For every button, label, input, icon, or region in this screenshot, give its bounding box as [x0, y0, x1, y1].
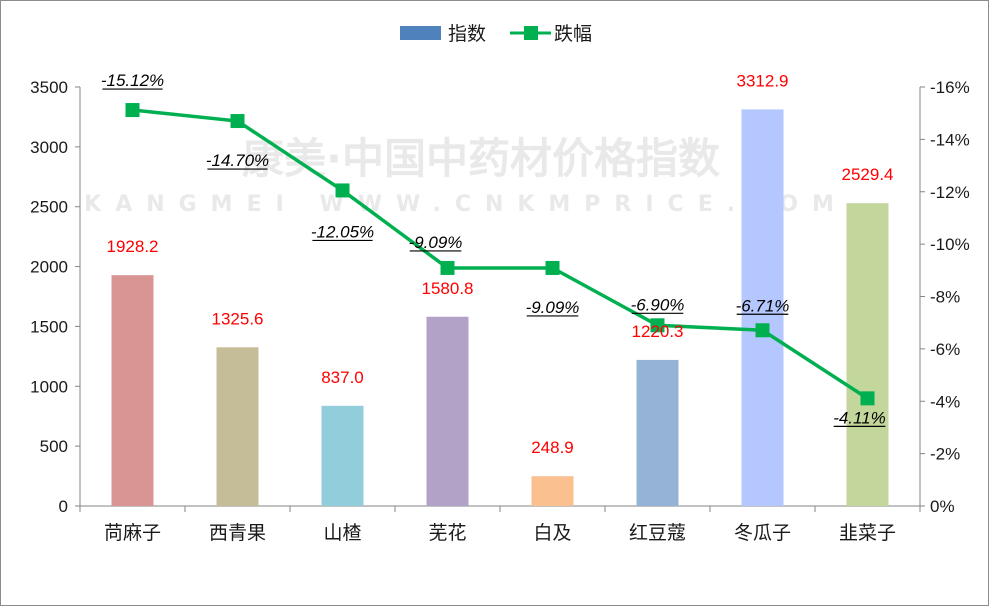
watermark: 康美·中国中药材价格指数 KANGMEI WWW.CNKMPRICE.COM: [84, 134, 848, 217]
line-marker: [335, 183, 350, 198]
y-left-tick-label: 500: [40, 437, 68, 456]
line-marker: [545, 260, 560, 275]
line-marker: [860, 391, 875, 406]
bar-value-label: 3312.9: [737, 71, 789, 90]
legend-swatch-marker: [524, 26, 538, 40]
watermark-url: KANGMEI WWW.CNKMPRICE.COM: [84, 192, 848, 217]
x-tick-label: 苘麻子: [104, 522, 161, 544]
bar-value-label: 1220.3: [632, 322, 684, 341]
x-tick-label: 西青果: [209, 522, 266, 544]
y-right-tick-label: -12%: [930, 183, 970, 202]
y-right-tick-label: -4%: [930, 392, 960, 411]
line-path: [132, 108, 869, 400]
bar: [111, 275, 154, 506]
bar: [216, 347, 259, 506]
bar-value-label: 837.0: [321, 368, 364, 387]
line-marker: [230, 114, 245, 129]
bar: [636, 359, 679, 506]
bar-value-label: 2529.4: [842, 165, 894, 184]
y-left-tick-label: 0: [59, 497, 68, 516]
x-tick-label: 红豆蔻: [629, 522, 686, 544]
legend-label-bar: 指数: [448, 23, 486, 45]
line-marker: [440, 260, 455, 275]
x-tick-label: 芜花: [428, 522, 466, 544]
watermark-title: 康美·中国中药材价格指数: [242, 134, 720, 183]
y-right-tick-label: -10%: [930, 235, 970, 254]
x-tick-label: 韭菜子: [839, 522, 896, 544]
bar: [846, 203, 889, 506]
bar: [741, 109, 784, 506]
y-right-tick-label: -6%: [930, 340, 960, 359]
y-left-tick-label: 2000: [30, 258, 68, 277]
line-value-label: -6.90%: [631, 295, 685, 314]
bar-value-label: 1928.2: [107, 237, 159, 256]
legend-label-line: 跌幅: [554, 23, 592, 45]
data-labels: 1928.2 1325.6 837.0 1580.8 248.9 1220.3 3312.9…: [101, 71, 894, 457]
legend: 指数 跌幅: [400, 23, 592, 45]
line-value-label: -9.09%: [409, 233, 463, 252]
bar-value-label: 248.9: [531, 438, 574, 457]
line-value-label: -12.05%: [311, 222, 374, 241]
x-tick-label: 山楂: [323, 522, 361, 544]
y-left-tick-label: 1500: [30, 317, 68, 336]
legend-swatch-bar: [400, 26, 441, 40]
y-right-tick-label: -16%: [930, 78, 970, 97]
bar-value-label: 1325.6: [212, 309, 264, 328]
line-value-label: -6.71%: [736, 296, 790, 315]
y-left-tick-label: 2500: [30, 198, 68, 217]
bar: [321, 405, 364, 506]
axes: 0 500 1000 1500 2000 2500 3000 3500 0% -2% -4% -6% -…: [30, 78, 970, 544]
y-right-tick-label: -8%: [930, 288, 960, 307]
line-value-label: -14.70%: [206, 151, 269, 170]
bar: [426, 316, 469, 506]
line-value-label: -4.11%: [833, 408, 886, 427]
line-series: [125, 103, 875, 406]
y-left-tick-label: 1000: [30, 377, 68, 396]
bar: [531, 476, 574, 506]
line-value-label: -15.12%: [101, 71, 164, 90]
y-left-tick-label: 3500: [30, 78, 68, 97]
y-right-tick-label: -2%: [930, 445, 960, 464]
bar-value-label: 1580.8: [422, 279, 474, 298]
line-marker: [650, 318, 665, 333]
y-right-tick-label: 0%: [930, 497, 955, 516]
x-tick-label: 白及: [533, 522, 571, 544]
x-tick-label: 冬瓜子: [734, 522, 791, 544]
y-left-tick-label: 3000: [30, 138, 68, 157]
y-right-tick-label: -14%: [930, 130, 970, 149]
line-marker: [755, 323, 770, 338]
line-value-label: -9.09%: [526, 298, 580, 317]
line-marker: [125, 103, 140, 118]
bar-series: [111, 109, 889, 506]
